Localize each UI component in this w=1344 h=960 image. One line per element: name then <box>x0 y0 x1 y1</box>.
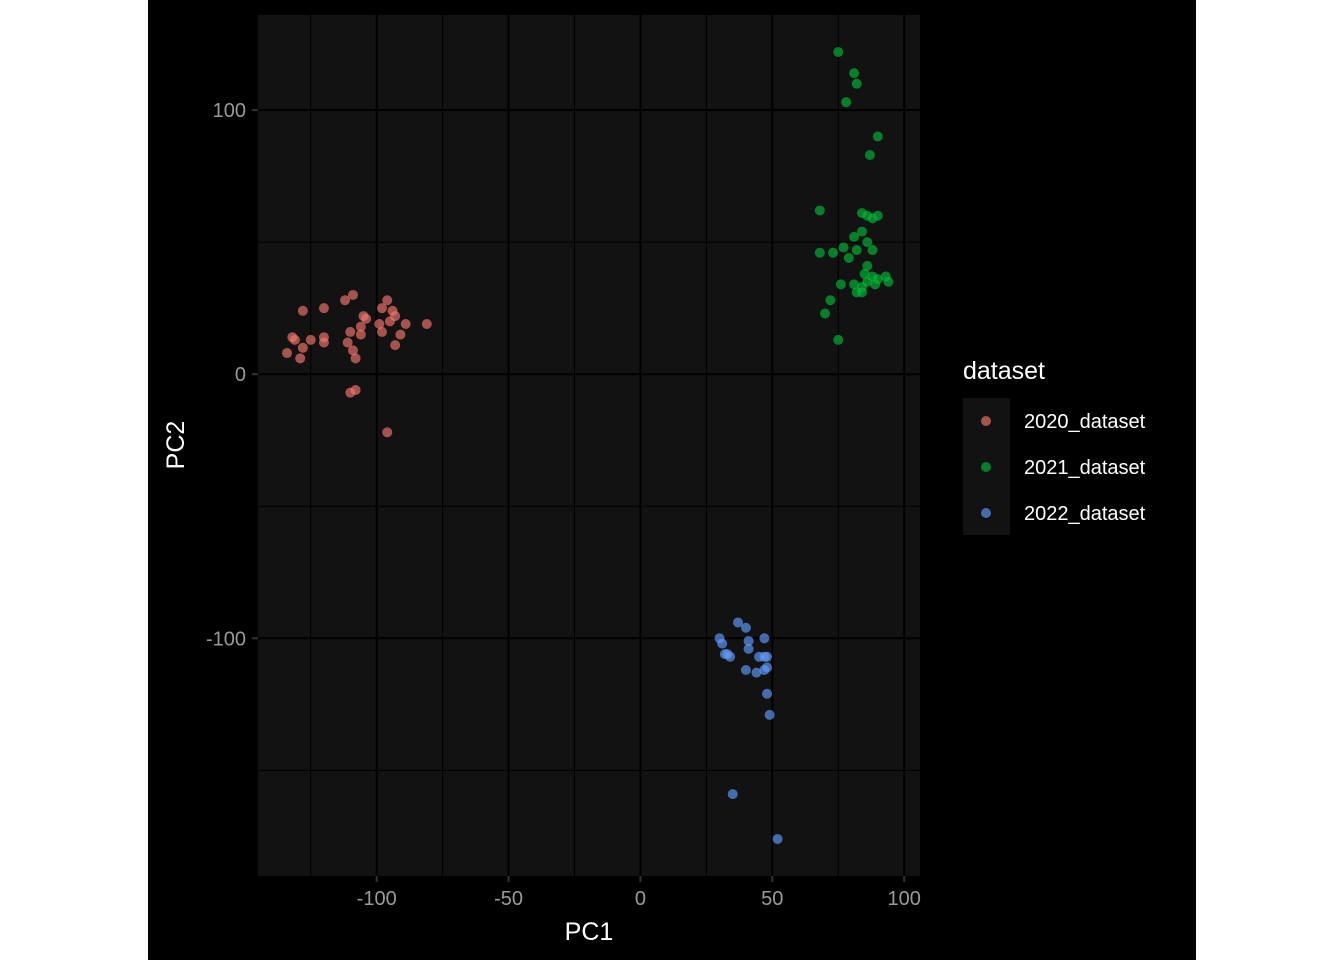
point-2021-dataset <box>849 231 860 242</box>
point-2021-dataset <box>827 247 838 258</box>
point-2020-dataset <box>347 289 358 300</box>
point-2020-dataset <box>305 334 316 345</box>
point-2020-dataset <box>374 319 385 330</box>
point-2022-dataset <box>764 709 775 720</box>
point-2020-dataset <box>421 319 432 330</box>
point-2022-dataset <box>762 651 773 662</box>
point-2021-dataset <box>856 226 867 237</box>
legend: dataset 2020_dataset 2021_dataset 2022_dat… <box>963 357 1146 535</box>
point-2020-dataset <box>340 295 351 306</box>
point-2021-dataset <box>833 46 844 57</box>
point-2022-dataset <box>743 635 754 646</box>
point-2020-dataset <box>390 311 401 322</box>
x-tick-label: 0 <box>635 888 646 910</box>
point-2020-dataset <box>297 305 308 316</box>
point-2020-dataset <box>355 329 366 340</box>
point-2022-dataset <box>733 617 744 628</box>
point-2021-dataset <box>862 237 873 248</box>
point-2020-dataset <box>390 340 401 351</box>
point-2021-dataset <box>843 252 854 263</box>
point-2021-dataset <box>872 131 883 142</box>
plot-panel <box>258 15 920 876</box>
point-2021-dataset <box>835 279 846 290</box>
point-2021-dataset <box>820 308 831 319</box>
point-2022-dataset <box>762 662 773 673</box>
legend-title: dataset <box>963 357 1045 385</box>
point-2021-dataset <box>864 149 875 160</box>
point-2021-dataset <box>833 334 844 345</box>
point-2021-dataset <box>856 287 867 298</box>
y-tick-label: 0 <box>235 364 246 386</box>
point-2022-dataset <box>751 667 762 678</box>
legend-key-2021-dataset <box>981 462 991 472</box>
point-2020-dataset <box>355 321 366 332</box>
point-2020-dataset <box>350 385 361 396</box>
point-2020-dataset <box>289 334 300 345</box>
point-2020-dataset <box>382 295 393 306</box>
data-points <box>282 46 894 845</box>
point-2020-dataset <box>342 337 353 348</box>
scatter-chart: -100 -50 0 50 100 -100 0 100 PC1 PC2 dataset 2… <box>162 15 1146 946</box>
y-tick-label: 100 <box>213 100 246 122</box>
grid-major <box>258 15 920 876</box>
point-2020-dataset <box>350 353 361 364</box>
point-2022-dataset <box>740 622 751 633</box>
point-2021-dataset <box>870 279 881 290</box>
y-tick-label: -100 <box>206 628 246 650</box>
point-2020-dataset <box>361 313 372 324</box>
point-2021-dataset <box>859 268 870 279</box>
point-2021-dataset <box>862 260 873 271</box>
x-axis-title: PC1 <box>565 918 614 946</box>
legend-key-2022-dataset <box>981 508 991 518</box>
point-2022-dataset <box>772 834 783 845</box>
plot-figure: -100 -50 0 50 100 -100 0 100 PC1 PC2 dataset 2… <box>148 0 1196 960</box>
point-2022-dataset <box>740 664 751 675</box>
point-2021-dataset <box>838 242 849 253</box>
point-2021-dataset <box>841 97 852 108</box>
point-2020-dataset <box>376 303 387 314</box>
point-2020-dataset <box>295 353 306 364</box>
point-2022-dataset <box>727 789 738 800</box>
point-2021-dataset <box>862 276 873 287</box>
point-2021-dataset <box>849 68 860 79</box>
point-2020-dataset <box>318 303 329 314</box>
point-2020-dataset <box>282 348 293 359</box>
point-2021-dataset <box>851 78 862 89</box>
point-2020-dataset <box>297 342 308 353</box>
point-2020-dataset <box>318 337 329 348</box>
point-2021-dataset <box>849 279 860 290</box>
point-2021-dataset <box>851 245 862 256</box>
legend-label-2022-dataset: 2022_dataset <box>1024 503 1146 525</box>
point-2022-dataset <box>717 638 728 649</box>
point-2020-dataset <box>400 319 411 330</box>
x-axis-ticks: -100 -50 0 50 100 <box>357 876 921 910</box>
point-2022-dataset <box>743 643 754 654</box>
point-2020-dataset <box>345 326 356 337</box>
x-tick-label: -50 <box>494 888 523 910</box>
point-2021-dataset <box>814 247 825 258</box>
point-2020-dataset <box>347 345 358 356</box>
point-2022-dataset <box>762 688 773 699</box>
x-tick-label: 50 <box>761 888 783 910</box>
point-2022-dataset <box>759 633 770 644</box>
point-2020-dataset <box>382 427 393 438</box>
point-2021-dataset <box>867 245 878 256</box>
x-tick-label: 100 <box>887 888 920 910</box>
y-axis-title: PC2 <box>162 421 190 470</box>
y-axis-ticks: -100 0 100 <box>206 100 258 650</box>
point-2020-dataset <box>395 329 406 340</box>
legend-key-2020-dataset <box>981 416 991 426</box>
point-2021-dataset <box>825 295 836 306</box>
point-2021-dataset <box>883 276 894 287</box>
point-2021-dataset <box>814 205 825 216</box>
point-2020-dataset <box>376 326 387 337</box>
legend-label-2021-dataset: 2021_dataset <box>1024 457 1146 479</box>
x-tick-label: -100 <box>357 888 397 910</box>
point-2021-dataset <box>872 210 883 221</box>
point-2022-dataset <box>725 651 736 662</box>
legend-label-2020-dataset: 2020_dataset <box>1024 411 1146 433</box>
grid-minor <box>258 15 920 876</box>
